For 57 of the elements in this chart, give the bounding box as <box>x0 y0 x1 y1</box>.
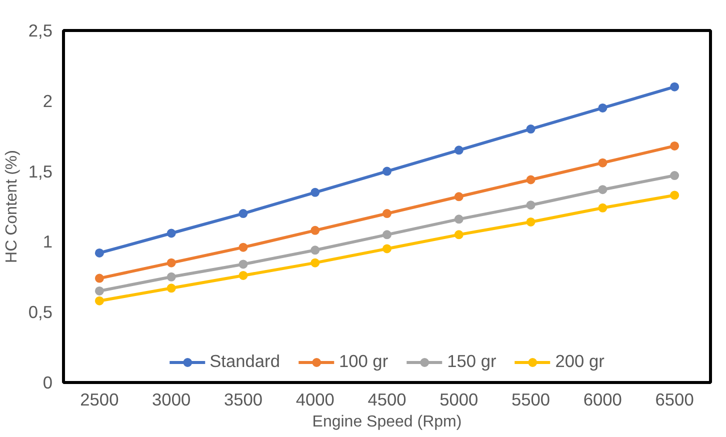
point <box>238 271 248 280</box>
point <box>382 166 392 176</box>
point <box>94 286 104 296</box>
point <box>454 230 464 240</box>
point <box>94 274 104 283</box>
point <box>238 209 248 218</box>
point <box>526 124 536 134</box>
point <box>166 228 176 238</box>
point <box>670 171 680 180</box>
point <box>382 244 392 254</box>
y-tick-label: 1 <box>42 232 53 252</box>
x-tick-label: 4000 <box>296 390 334 410</box>
point <box>454 192 464 202</box>
point <box>598 203 608 212</box>
point <box>166 284 176 293</box>
legend-label: 150 gr <box>447 351 496 372</box>
x-tick-label: 5000 <box>440 390 478 410</box>
y-tick-label: 2,5 <box>28 20 53 40</box>
point <box>670 190 680 200</box>
y-tick-label: 2 <box>42 90 53 111</box>
point <box>382 230 392 240</box>
legend-label: 200 gr <box>555 351 604 372</box>
legend-label: Standard <box>210 351 280 372</box>
point <box>454 146 464 155</box>
x-tick-label: 4500 <box>368 390 406 410</box>
point <box>598 103 608 112</box>
point <box>166 258 176 268</box>
point <box>94 248 104 258</box>
point <box>310 226 320 235</box>
point <box>238 242 248 252</box>
point <box>598 185 608 194</box>
x-tick-label: 3000 <box>152 390 191 410</box>
point <box>238 260 248 269</box>
point <box>94 296 104 306</box>
y-tick-label: 1,5 <box>28 161 53 182</box>
x-tick-label: 3500 <box>224 390 263 410</box>
y-axis-title: HC Content (%) <box>3 150 20 263</box>
point <box>598 158 608 168</box>
y-tick-label: 0 <box>42 372 53 392</box>
point <box>526 175 536 184</box>
point <box>526 217 536 226</box>
point <box>454 214 464 224</box>
point <box>526 200 536 210</box>
point <box>310 188 320 197</box>
y-tick-label: 0,5 <box>28 302 53 322</box>
x-tick-label: 6500 <box>655 390 694 410</box>
x-axis-title: Engine Speed (Rpm) <box>312 414 462 430</box>
point <box>166 272 176 282</box>
x-tick-label: 2500 <box>80 390 119 410</box>
x-tick-label: 6000 <box>583 390 622 410</box>
legend-label: 100 gr <box>338 351 388 372</box>
point <box>310 258 320 268</box>
point <box>310 246 320 255</box>
point <box>670 141 680 150</box>
point <box>382 209 392 218</box>
point <box>670 82 680 92</box>
x-tick-label: 5500 <box>512 390 550 410</box>
